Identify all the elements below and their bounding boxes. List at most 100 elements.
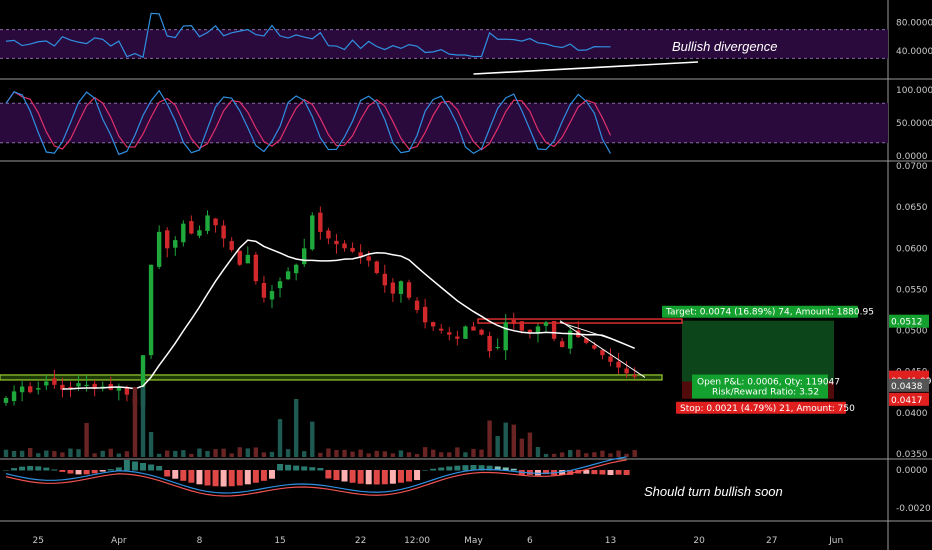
macd-histogram-bar bbox=[220, 470, 227, 487]
x-tick-label: Jun bbox=[828, 536, 843, 546]
candle-body bbox=[479, 329, 484, 335]
x-tick-label: 8 bbox=[197, 536, 203, 546]
macd-histogram-bar bbox=[422, 470, 429, 471]
candle-body bbox=[592, 345, 597, 349]
macd-histogram-bar bbox=[43, 467, 50, 471]
candle-body bbox=[527, 329, 533, 333]
volume-bar bbox=[302, 451, 307, 457]
price-tick-label: 0.0400 bbox=[896, 409, 928, 419]
macd-histogram-bar bbox=[534, 470, 541, 476]
macd-histogram-bar bbox=[285, 464, 292, 471]
volume-bar bbox=[124, 451, 130, 457]
candle-body bbox=[277, 281, 283, 289]
candle-body bbox=[310, 215, 315, 250]
candle-body bbox=[463, 326, 468, 339]
macd-histogram-bar bbox=[438, 467, 445, 471]
volume-bar bbox=[261, 452, 267, 457]
x-tick-label: 13 bbox=[605, 536, 616, 546]
volume-bar bbox=[632, 450, 637, 457]
macd-histogram-bar bbox=[277, 464, 284, 471]
macd-histogram-bar bbox=[293, 465, 300, 471]
macd-histogram-bar bbox=[107, 469, 114, 471]
candle-body bbox=[495, 347, 500, 349]
candle-body bbox=[503, 322, 508, 351]
macd-histogram-bar bbox=[357, 470, 364, 484]
volume-bar bbox=[543, 453, 549, 457]
macd-histogram-bar bbox=[430, 468, 437, 471]
x-tick-label: 20 bbox=[693, 536, 705, 546]
volume-bar bbox=[148, 431, 154, 457]
volume-bar bbox=[11, 450, 17, 457]
candle-body bbox=[559, 341, 565, 347]
volume-bar bbox=[84, 422, 89, 457]
candle-body bbox=[52, 378, 57, 385]
macd-histogram-bar bbox=[494, 466, 501, 471]
macd-histogram-bar bbox=[317, 468, 324, 471]
volume-bar bbox=[559, 452, 565, 457]
macd-line bbox=[5, 456, 627, 494]
macd-histogram-bar bbox=[583, 470, 590, 474]
macd-histogram-bar bbox=[502, 467, 509, 471]
volume-bar bbox=[165, 450, 170, 457]
macd-histogram-bar bbox=[228, 470, 235, 487]
candle-body bbox=[422, 306, 428, 323]
macd-histogram-bar bbox=[196, 470, 203, 485]
candle-body bbox=[68, 387, 73, 389]
candle-body bbox=[181, 223, 186, 243]
candle-body bbox=[455, 336, 460, 339]
macd-histogram-bar bbox=[462, 465, 469, 471]
rr-label: Risk/Reward Ratio: 3.52 bbox=[712, 388, 819, 398]
macd-histogram-bar bbox=[3, 470, 9, 471]
volume-bar bbox=[422, 447, 428, 457]
volume-bar bbox=[76, 449, 81, 457]
candle-body bbox=[36, 388, 41, 390]
candle-body bbox=[632, 374, 637, 377]
volume-bar bbox=[358, 449, 363, 457]
x-tick-label: May bbox=[464, 536, 483, 546]
volume-bar bbox=[326, 448, 331, 457]
volume-bar bbox=[27, 447, 33, 457]
volume-bar bbox=[527, 432, 533, 457]
macd-histogram-bar bbox=[91, 470, 98, 474]
volume-bar bbox=[511, 424, 516, 457]
stoch-d-line bbox=[5, 91, 612, 151]
macd-histogram-bar bbox=[389, 470, 396, 484]
macd-histogram-bar bbox=[236, 470, 243, 486]
rsi-tick-label: 80.0000 bbox=[896, 18, 932, 28]
macd-histogram-bar bbox=[188, 470, 195, 483]
macd-histogram-bar bbox=[607, 470, 614, 476]
volume-bar bbox=[173, 450, 178, 457]
price-badge-label: 0.0417 bbox=[891, 396, 923, 406]
candle-body bbox=[205, 215, 210, 231]
candle-body bbox=[447, 332, 452, 335]
stoch-band bbox=[0, 103, 888, 143]
macd-histogram-bar bbox=[341, 470, 348, 482]
candle-body bbox=[189, 221, 194, 234]
volume-bar bbox=[221, 448, 226, 457]
macd-histogram-bar bbox=[623, 470, 630, 476]
candle-body bbox=[350, 247, 355, 252]
macd-histogram-bar bbox=[365, 470, 372, 485]
candle-body bbox=[285, 271, 291, 280]
candle-body bbox=[197, 230, 202, 236]
resistance-zone bbox=[477, 318, 683, 324]
macd-histogram-bar bbox=[99, 470, 106, 472]
macd-histogram-bar bbox=[260, 470, 267, 481]
candle-body bbox=[27, 386, 33, 393]
volume-bar bbox=[213, 449, 218, 457]
volume-bar bbox=[269, 451, 275, 457]
macd-histogram-bar bbox=[244, 470, 251, 485]
price-tick-label: 0.0350 bbox=[896, 450, 928, 460]
macd-histogram-bar bbox=[27, 466, 34, 471]
volume-bar bbox=[592, 452, 597, 457]
candle-body bbox=[326, 230, 331, 239]
volume-bar bbox=[3, 449, 9, 457]
macd-histogram-bar bbox=[446, 466, 453, 471]
volume-bar bbox=[616, 450, 621, 457]
price-badge bbox=[889, 392, 929, 406]
target-label: Target: 0.0074 (16.89%) 74, Amount: 1880… bbox=[665, 308, 874, 318]
macd-histogram-bar bbox=[397, 470, 404, 483]
volume-bar bbox=[197, 448, 202, 457]
